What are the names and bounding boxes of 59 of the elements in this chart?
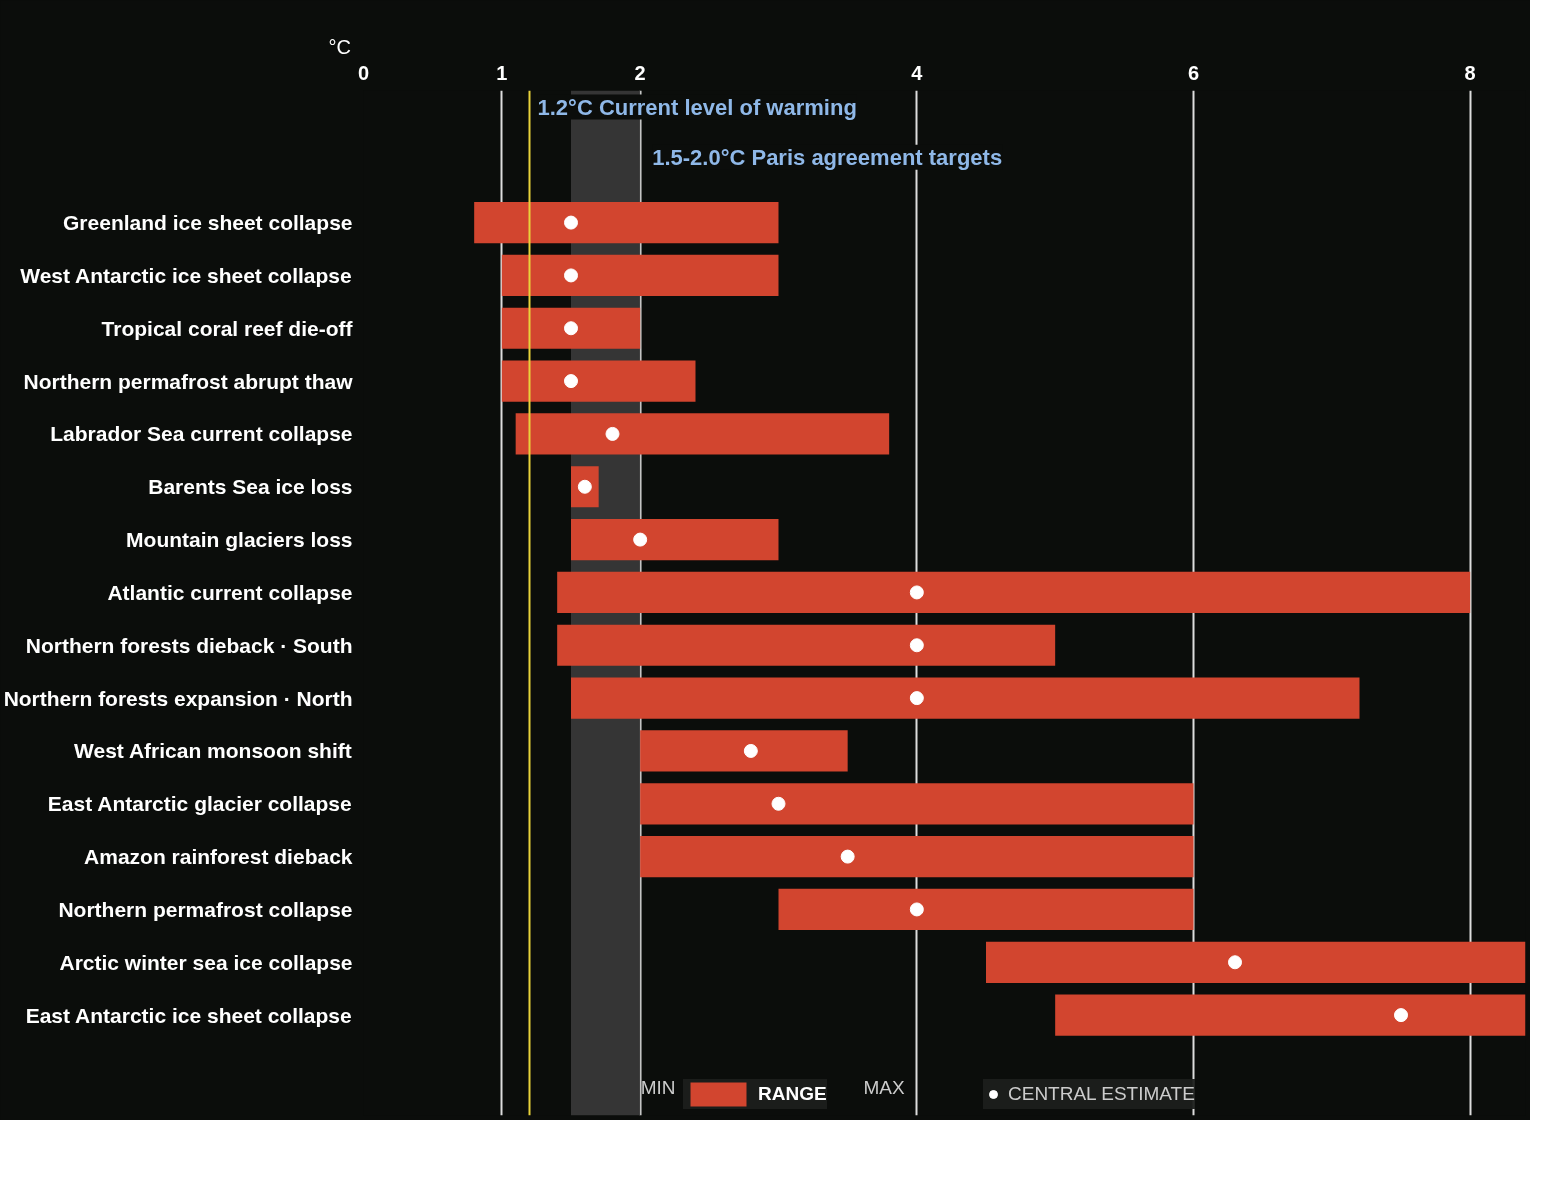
y-tick-label: Northern forests dieback · South (25, 633, 353, 657)
bar (501, 254, 779, 297)
bar (571, 518, 779, 561)
y-tick-label: East Antarctic ice sheet collapse (25, 1003, 352, 1027)
x-tick-label: 2 (634, 61, 646, 84)
point (909, 585, 924, 600)
band-label: 1.5-2.0°C Paris agreement targets (652, 144, 1003, 170)
bar (640, 783, 1194, 825)
bar (640, 730, 848, 772)
y-tick-label: Labrador Sea current collapse (50, 422, 353, 446)
legend-label: CENTRAL ESTIMATE (1008, 1083, 1195, 1105)
bar (640, 836, 1194, 878)
bar (557, 571, 1471, 614)
bar (571, 677, 1360, 719)
y-tick-label: West African monsoon shift (74, 739, 352, 763)
y-tick-label: Tropical coral reef die-off (101, 316, 354, 340)
x-tick-label: 1 (496, 61, 508, 84)
bar (515, 413, 890, 455)
bar (986, 941, 1526, 983)
y-tick-label: Amazon rainforest dieback (84, 845, 353, 869)
x-axis-title: °C (328, 35, 351, 58)
y-tick-label: Atlantic current collapse (107, 580, 353, 604)
bar (474, 201, 779, 244)
point (1394, 1008, 1408, 1023)
point (909, 691, 924, 706)
point (909, 902, 924, 917)
text: MAX (863, 1077, 905, 1098)
text: MIN (640, 1077, 676, 1098)
point (605, 426, 620, 441)
y-tick-label: Mountain glaciers loss (126, 528, 353, 552)
point (840, 849, 855, 864)
y-tick-label: Barents Sea ice loss (148, 475, 353, 499)
point (564, 268, 578, 283)
x-tick-label: 8 (1464, 61, 1476, 84)
point (771, 796, 786, 811)
legend-label: RANGE (758, 1083, 827, 1105)
y-tick-label: Northern permafrost collapse (58, 897, 353, 921)
y-tick-label: Northern permafrost abrupt thaw (23, 369, 354, 393)
point (633, 532, 648, 547)
y-tick-label: Northern forests expansion · North (3, 686, 353, 710)
y-tick-label: West Antarctic ice sheet collapse (20, 263, 352, 287)
x-tick-label: 6 (1187, 61, 1200, 84)
point (564, 321, 578, 336)
point (743, 743, 758, 758)
y-tick-label: Arctic winter sea ice collapse (59, 950, 353, 974)
bar (1055, 994, 1526, 1036)
bar (501, 307, 641, 349)
bar (557, 624, 1056, 666)
x-tick-label: 4 (911, 61, 924, 84)
y-tick-label: Greenland ice sheet collapse (63, 211, 353, 235)
x-tick-label: 0 (357, 61, 370, 84)
bar (501, 360, 696, 402)
point (564, 374, 578, 389)
point (564, 215, 578, 230)
point (909, 638, 924, 653)
point (1228, 955, 1242, 970)
bar (778, 888, 1194, 931)
y-tick-label: East Antarctic glacier collapse (47, 792, 352, 816)
ref-line-label: 1.2°C Current level of warming (537, 94, 857, 120)
